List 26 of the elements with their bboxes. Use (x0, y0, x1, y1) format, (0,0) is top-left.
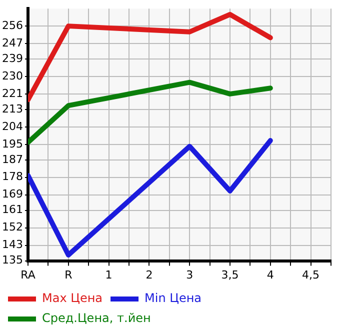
y-tick-label: 213 (2, 102, 23, 116)
x-tick-label: 4 (266, 268, 274, 282)
y-tick-label: 135 (2, 254, 23, 267)
y-tick-label: 204 (2, 120, 23, 133)
x-tick-label: 1 (105, 268, 112, 282)
y-tick-label: 239 (2, 52, 23, 65)
y-tick-label: 256 (2, 18, 23, 32)
legend-label: Сред.Цена, т.йен (42, 311, 151, 326)
y-tick-label: 178 (2, 170, 23, 184)
y-tick-label: 221 (2, 86, 23, 100)
x-tick-label: 3 (186, 268, 194, 282)
y-tick-label: 161 (2, 203, 23, 216)
x-tick-label: R (64, 268, 73, 282)
legend-label: Max Цена (42, 291, 103, 306)
y-tick-label: 247 (2, 36, 23, 50)
y-tick-label: 169 (2, 188, 23, 201)
y-tick-label: 187 (2, 152, 23, 166)
x-tick-label: 2 (146, 268, 153, 282)
x-tick-label: 4,5 (302, 268, 320, 282)
y-tick-label: 230 (2, 69, 23, 82)
y-tick-label: 143 (2, 238, 23, 252)
y-tick-label: 152 (2, 220, 23, 234)
legend-label: Min Цена (144, 291, 202, 306)
x-tick-label: RA (20, 268, 36, 282)
y-tick-label: 195 (2, 137, 23, 150)
x-tick-label: 3,5 (221, 268, 239, 282)
